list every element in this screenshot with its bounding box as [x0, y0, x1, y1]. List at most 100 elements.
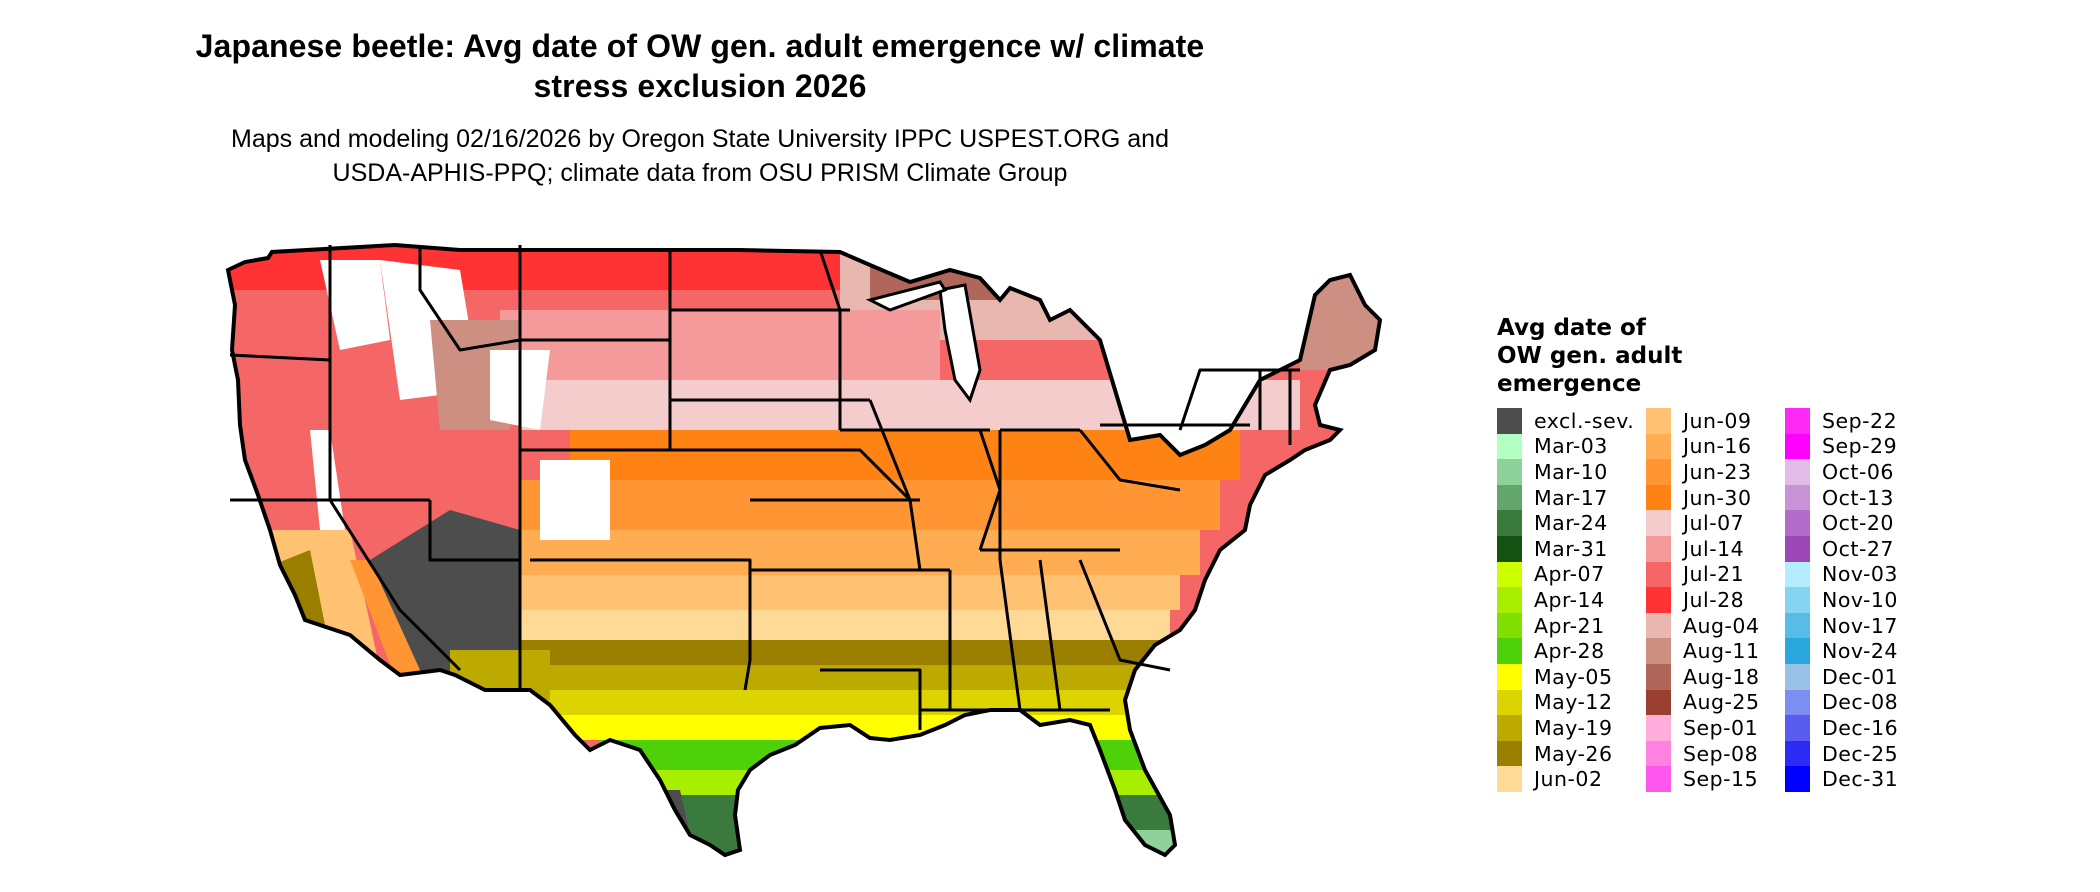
legend-item: Oct-27 — [1785, 535, 1932, 562]
legend-label: Dec-01 — [1822, 664, 1899, 689]
legend-swatch — [1646, 663, 1671, 690]
legend-swatch — [1497, 663, 1522, 690]
legend-item: Apr-28 — [1497, 638, 1644, 664]
zone-may-19 — [520, 665, 1160, 690]
legend-swatch — [1785, 740, 1810, 767]
legend-item: Oct-06 — [1785, 459, 1932, 485]
legend-swatch — [1646, 587, 1671, 613]
legend-item: Nov-17 — [1785, 612, 1932, 639]
legend-label: Oct-13 — [1822, 485, 1894, 510]
legend-label: Apr-07 — [1534, 562, 1605, 587]
legend-label: Dec-25 — [1822, 741, 1899, 766]
legend-swatch — [1646, 638, 1671, 664]
legend-swatch — [1497, 715, 1522, 741]
state-border — [868, 399, 912, 501]
legend-swatch — [1785, 484, 1810, 511]
legend-swatch — [1785, 638, 1810, 664]
legend-item: Dec-25 — [1785, 740, 1932, 767]
state-borders — [229, 245, 1300, 730]
state-border — [820, 668, 922, 730]
legend-label: Jul-14 — [1683, 536, 1745, 561]
legend-swatch — [1497, 459, 1522, 485]
legend-item: Mar-10 — [1497, 459, 1644, 485]
legend-item: Jul-14 — [1646, 535, 1783, 562]
legend-item: May-26 — [1497, 740, 1644, 767]
legend-swatch — [1785, 535, 1810, 562]
legend-item: Jun-16 — [1646, 433, 1783, 460]
zone-jun-23 — [520, 480, 1220, 530]
legend-swatch — [1497, 587, 1522, 613]
legend-swatch — [1646, 561, 1671, 588]
zone-apr-28 — [600, 740, 1160, 770]
legend-item: Aug-11 — [1646, 638, 1783, 664]
legend-item: Mar-03 — [1497, 433, 1644, 460]
great-lake — [938, 283, 982, 404]
legend-label: Jul-21 — [1683, 562, 1745, 587]
legend-title-line: OW gen. adult — [1497, 343, 1683, 369]
zone-jun-09 — [520, 575, 1180, 610]
zone-may-26 — [520, 640, 1160, 665]
legend-item: Sep-08 — [1646, 740, 1783, 767]
legend-item: May-19 — [1497, 715, 1644, 741]
legend-label: Aug-18 — [1683, 664, 1760, 689]
legend-swatch — [1785, 561, 1810, 588]
legend-label: Sep-15 — [1683, 767, 1759, 792]
legend-item: May-12 — [1497, 689, 1644, 716]
state-border — [1078, 559, 1171, 672]
map-subtitle: Maps and modeling 02/16/2026 by Oregon S… — [0, 122, 1400, 190]
legend-label: Nov-24 — [1822, 639, 1898, 664]
legend-swatch — [1497, 510, 1522, 536]
legend-title-line: Avg date of — [1497, 315, 1646, 341]
legend-item: Sep-22 — [1785, 408, 1932, 434]
state-border — [668, 310, 870, 402]
legend-label: Sep-29 — [1822, 434, 1898, 459]
legend-swatch — [1785, 689, 1810, 716]
legend-item: Jun-02 — [1497, 766, 1644, 792]
legend-swatch — [1785, 587, 1810, 613]
legend-label: Jun-02 — [1534, 767, 1603, 792]
legend-item: Oct-20 — [1785, 510, 1932, 536]
legend-item: Dec-31 — [1785, 766, 1932, 792]
legend-label: Aug-25 — [1683, 690, 1760, 715]
legend-item: Nov-10 — [1785, 587, 1932, 613]
legend-item: Dec-16 — [1785, 715, 1932, 741]
legend-swatch — [1646, 740, 1671, 767]
legend-swatch — [1785, 408, 1810, 434]
legend-item: Sep-01 — [1646, 715, 1783, 741]
legend-label: Jun-30 — [1683, 485, 1752, 510]
legend-label: Mar-17 — [1534, 485, 1608, 510]
legend-label: excl.-sev. — [1534, 408, 1635, 433]
legend-item: Apr-21 — [1497, 612, 1644, 639]
legend-label: Aug-04 — [1683, 613, 1760, 638]
legend-item: Dec-01 — [1785, 663, 1932, 690]
legend-title-line: emergence — [1497, 371, 1642, 397]
legend-swatch — [1785, 715, 1810, 741]
state-border — [1038, 559, 1062, 711]
legend-item: Jul-07 — [1646, 510, 1783, 536]
legend-label: Dec-16 — [1822, 715, 1899, 740]
legend-item: Sep-29 — [1785, 433, 1932, 460]
map-subtitle-line-1: Maps and modeling 02/16/2026 by Oregon S… — [231, 125, 1169, 153]
state-border — [780, 448, 922, 571]
legend-swatch — [1497, 638, 1522, 664]
legend-swatch — [1497, 766, 1522, 792]
zone-mtn-co — [540, 460, 610, 540]
legend-item: Jul-28 — [1646, 587, 1783, 613]
zone-apr-14 — [600, 770, 1180, 795]
legend-swatch — [1646, 715, 1671, 741]
map-subtitle-line-2: USDA-APHIS-PPQ; climate data from OSU PR… — [332, 159, 1068, 187]
legend-item: Aug-18 — [1646, 663, 1783, 690]
map-title: Japanese beetle: Avg date of OW gen. adu… — [0, 26, 1400, 106]
legend-swatch — [1646, 766, 1671, 792]
legend-label: Dec-31 — [1822, 767, 1899, 792]
legend-item: Jun-09 — [1646, 408, 1783, 434]
legend-label: Aug-11 — [1683, 639, 1760, 664]
legend-label: May-05 — [1534, 664, 1613, 689]
zone-mtn-sierra — [310, 430, 345, 530]
legend-item: May-05 — [1497, 663, 1644, 690]
legend-label: Mar-03 — [1534, 434, 1608, 459]
legend-label: Sep-01 — [1683, 715, 1759, 740]
legend-swatch — [1646, 510, 1671, 536]
legend-swatch — [1497, 433, 1522, 460]
legend-swatch — [1497, 484, 1522, 511]
